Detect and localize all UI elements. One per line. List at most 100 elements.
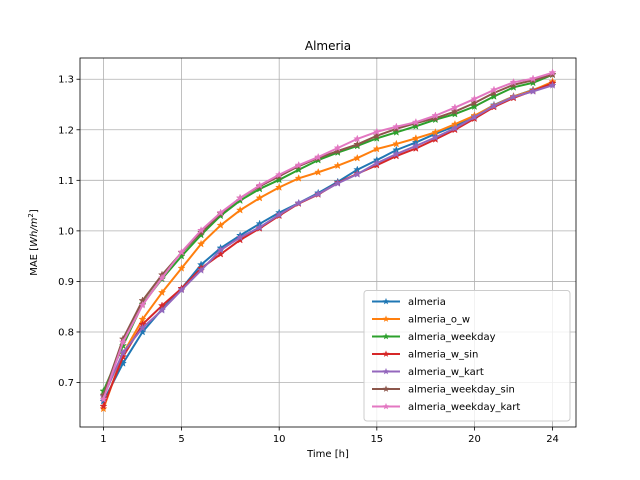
y-tick-label: 1.3 <box>58 75 74 86</box>
y-tick-label: 1.0 <box>58 226 74 237</box>
chart-title: Almeria <box>305 39 351 53</box>
x-tick-label: 24 <box>546 434 559 445</box>
data-point <box>470 102 479 111</box>
legend-box <box>363 290 571 422</box>
data-point <box>196 239 206 248</box>
data-point <box>431 111 440 120</box>
data-point <box>236 193 245 202</box>
data-point <box>353 153 362 162</box>
data-point <box>177 285 186 294</box>
x-tick-label: 5 <box>178 434 184 445</box>
data-point <box>392 127 401 136</box>
x-axis: 1 5 10 15 20 24 <box>100 427 559 445</box>
data-point <box>411 134 420 142</box>
data-point <box>548 80 557 89</box>
data-point <box>411 141 420 150</box>
x-axis-label: Time [h] <box>306 449 349 460</box>
legend-label: almeria_o_w <box>408 315 470 326</box>
legend-label: almeria_weekday <box>408 332 496 343</box>
data-point <box>489 85 499 94</box>
y-tick-label: 1.1 <box>58 176 74 187</box>
data-point <box>509 77 518 86</box>
data-point <box>177 263 186 272</box>
data-point <box>255 181 264 189</box>
legend-entry: almeria_w_sin <box>372 350 478 361</box>
data-point <box>157 273 167 282</box>
data-point <box>99 394 108 403</box>
series-almeria_weekday_kart <box>99 68 557 403</box>
y-axis-label-unit: Wh/m <box>29 217 40 247</box>
data-point <box>196 226 206 234</box>
data-point <box>216 208 225 217</box>
legend-label: almeria_weekday_sin <box>408 385 515 396</box>
series-line <box>102 71 553 400</box>
x-tick-label: 15 <box>370 434 383 445</box>
data-point <box>294 198 303 207</box>
data-point <box>333 143 342 152</box>
legend: almeria almeria_o_w almeria_weekdayalmeria… <box>363 290 571 422</box>
data-point <box>255 223 264 231</box>
legend-entry: almeria_weekday <box>372 332 496 343</box>
data-point <box>509 92 518 101</box>
y-axis-label-prefix: MAE [ <box>29 247 40 276</box>
data-point <box>138 323 147 332</box>
data-point <box>528 74 538 83</box>
data-point <box>392 149 401 158</box>
x-tick-label: 1 <box>100 434 106 445</box>
legend-label: almeria <box>408 297 446 308</box>
data-point <box>548 68 557 77</box>
data-point <box>470 112 479 121</box>
legend-swatch-marker <box>382 350 390 357</box>
data-point <box>489 101 499 110</box>
data-point <box>353 140 362 148</box>
data-point <box>470 94 479 103</box>
data-point <box>294 160 303 169</box>
legend-swatch-marker <box>382 315 390 322</box>
data-point <box>314 167 323 176</box>
data-point <box>333 179 342 187</box>
data-point <box>118 337 128 346</box>
legend-entry: almeria_weekday_sin <box>372 385 515 396</box>
data-point <box>450 107 460 116</box>
series-almeria_w_kart <box>99 80 557 401</box>
data-point <box>392 139 401 148</box>
data-point <box>275 183 284 191</box>
legend-swatch-marker <box>382 367 390 375</box>
y-tick-label: 1.2 <box>58 125 74 136</box>
y-tick-label: 0.8 <box>58 327 74 338</box>
data-point <box>99 404 108 413</box>
y-axis: 0.7 0.8 0.9 1.0 1.1 1.2 1.3 <box>58 75 80 389</box>
data-point <box>314 152 323 161</box>
data-point <box>314 189 323 198</box>
data-point <box>450 123 460 132</box>
data-point <box>333 161 342 170</box>
data-point <box>157 288 167 297</box>
legend-label: almeria_weekday_kart <box>408 402 520 413</box>
data-point <box>353 134 362 143</box>
legend-swatch-marker <box>382 402 390 410</box>
data-point <box>236 233 245 241</box>
data-point <box>216 245 225 254</box>
x-tick-label: 10 <box>273 434 286 445</box>
grid <box>80 58 576 427</box>
series-line <box>102 80 553 410</box>
y-axis-label-exponent: 2 <box>27 213 35 217</box>
legend-label: almeria_w_sin <box>408 350 478 361</box>
series-line <box>102 73 553 392</box>
data-point <box>255 193 264 202</box>
series-layer <box>99 68 557 413</box>
data-point <box>138 300 147 309</box>
y-axis-label: MAE [Wh/m2] <box>27 209 40 276</box>
data-point <box>411 121 420 130</box>
data-point <box>118 352 128 361</box>
y-tick-label: 0.9 <box>58 277 74 288</box>
data-point <box>216 220 225 229</box>
data-point <box>392 122 401 131</box>
data-point <box>528 87 538 95</box>
legend-swatch-marker <box>382 297 390 305</box>
data-point <box>372 127 381 136</box>
data-point <box>196 265 206 274</box>
data-point <box>372 158 381 167</box>
data-point <box>431 133 440 141</box>
